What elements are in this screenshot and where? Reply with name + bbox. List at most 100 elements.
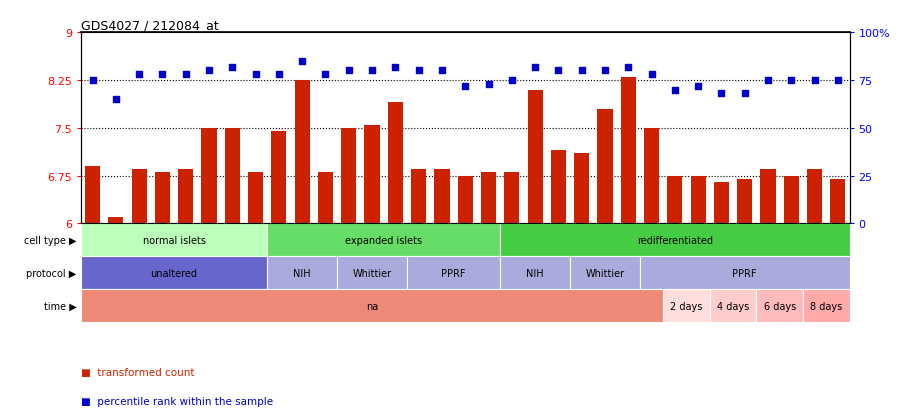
Bar [784,176,799,224]
Bar [620,78,636,224]
Text: PPRF: PPRF [733,268,757,278]
Text: time ▶: time ▶ [44,301,76,311]
Bar [504,173,520,224]
Point [621,64,636,71]
Point [388,64,403,71]
Bar [500,224,850,257]
Text: unaltered: unaltered [150,268,198,278]
Point [528,64,542,71]
Bar [295,81,310,224]
Point [435,68,450,74]
Bar [807,170,823,224]
Point [831,78,845,84]
Point [156,72,170,78]
Text: ■  transformed count: ■ transformed count [81,367,194,377]
Text: Whittier: Whittier [352,268,392,278]
Text: expanded islets: expanded islets [345,235,423,245]
Bar [81,257,267,290]
Bar [481,173,496,224]
Bar [598,109,612,224]
Bar [387,103,403,224]
Bar [710,290,756,322]
Bar [644,128,659,224]
Point [318,72,333,78]
Bar [248,173,263,224]
Text: 4 days: 4 days [717,301,749,311]
Bar [667,176,682,224]
Point [668,87,682,94]
Text: GDS4027 / 212084_at: GDS4027 / 212084_at [81,19,218,32]
Text: 2 days: 2 days [671,301,703,311]
Point [412,68,426,74]
Point [691,83,706,90]
Bar [155,173,170,224]
Text: redifferentiated: redifferentiated [636,235,713,245]
Bar [458,176,473,224]
Bar [81,224,267,257]
Point [365,68,379,74]
Bar [178,170,193,224]
Bar [267,257,337,290]
Text: 6 days: 6 days [763,301,796,311]
Point [85,78,100,84]
Text: Whittier: Whittier [585,268,625,278]
Text: NIH: NIH [526,268,544,278]
Point [807,78,822,84]
Point [248,72,263,78]
Point [179,72,193,78]
Bar [574,154,589,224]
Text: ■  percentile rank within the sample: ■ percentile rank within the sample [81,396,273,406]
Point [737,91,752,97]
Point [225,64,239,71]
Text: PPRF: PPRF [441,268,466,278]
Point [504,78,519,84]
Bar [714,183,729,224]
Bar [551,151,566,224]
Bar [500,257,570,290]
Point [295,58,309,65]
Point [458,83,473,90]
Point [342,68,356,74]
Bar [131,170,147,224]
Bar [803,290,850,322]
Bar [108,218,123,224]
Text: protocol ▶: protocol ▶ [26,268,76,278]
Bar [570,257,640,290]
Text: na: na [366,301,378,311]
Text: cell type ▶: cell type ▶ [24,235,76,245]
Bar [225,128,240,224]
Point [132,72,147,78]
Bar [761,170,776,224]
Text: normal islets: normal islets [143,235,206,245]
Point [761,78,775,84]
Bar [85,167,100,224]
Bar [364,125,379,224]
Bar [81,290,663,322]
Bar [528,90,543,224]
Bar [737,179,752,224]
Bar [663,290,710,322]
Point [271,72,286,78]
Point [109,97,123,103]
Point [551,68,565,74]
Bar [434,170,450,224]
Bar [201,128,217,224]
Bar [271,132,287,224]
Bar [342,128,356,224]
Point [784,78,798,84]
Point [201,68,216,74]
Point [714,91,728,97]
Bar [756,290,803,322]
Text: NIH: NIH [293,268,311,278]
Point [645,72,659,78]
Bar [407,257,500,290]
Point [481,81,495,88]
Point [598,68,612,74]
Text: 8 days: 8 days [810,301,842,311]
Bar [831,179,845,224]
Bar [267,224,500,257]
Point [574,68,589,74]
Bar [690,176,706,224]
Bar [318,173,333,224]
Bar [640,257,850,290]
